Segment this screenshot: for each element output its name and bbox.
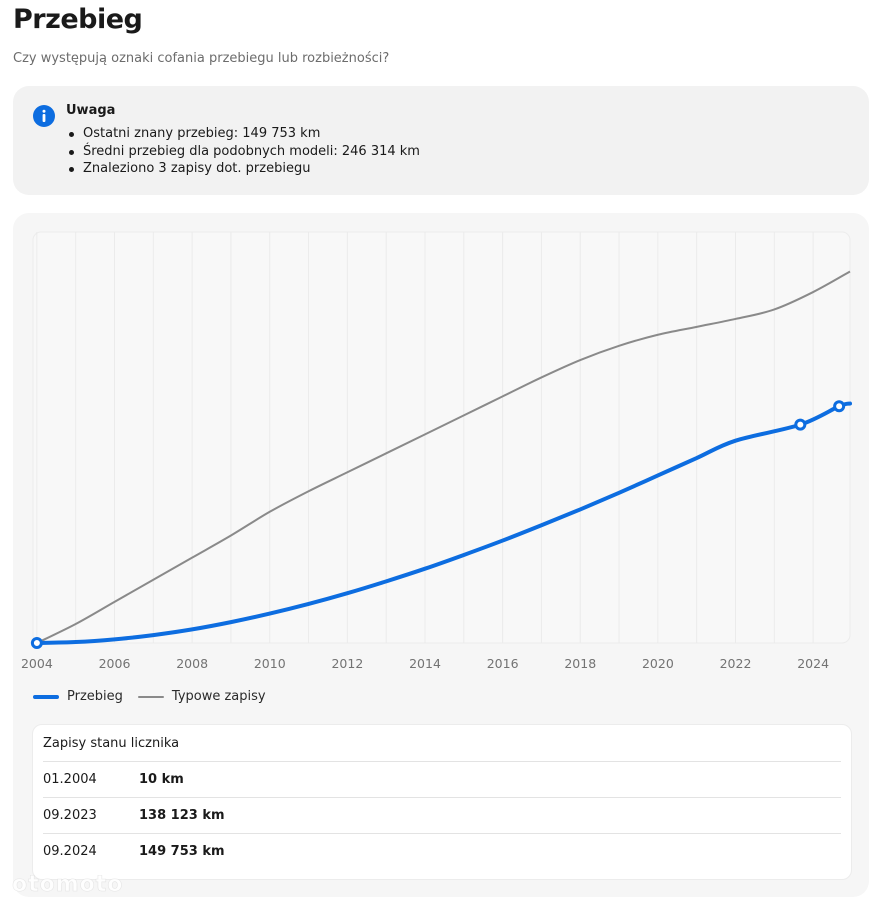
plot-area xyxy=(32,231,851,644)
x-tick-label: 2024 xyxy=(797,656,829,671)
mileage-notice: Uwaga Ostatni znany przebieg: 149 753 km… xyxy=(13,86,869,195)
x-tick-label: 2010 xyxy=(254,656,286,671)
watermark-logo: otomoto xyxy=(12,872,124,898)
series-line-typowe-zapisy xyxy=(36,270,851,644)
table-row: 09.2023 138 123 km xyxy=(43,797,841,834)
odometer-records: Zapisy stanu licznika 01.2004 10 km 09.2… xyxy=(32,724,852,880)
notice-item-records-found: Znaleziono 3 zapisy dot. przebiegu xyxy=(66,160,420,178)
page-subtitle: Czy występują oznaki cofania przebiegu l… xyxy=(13,51,390,66)
series-line-przebieg xyxy=(34,401,852,645)
info-icon xyxy=(33,105,55,127)
notice-item-average-mileage: Średni przebieg dla podobnych modeli: 24… xyxy=(66,143,420,161)
record-date: 09.2024 xyxy=(43,844,97,859)
legend-label-typowe: Typowe zapisy xyxy=(171,689,266,704)
table-row: 01.2004 10 km xyxy=(43,761,841,798)
page-title: Przebieg xyxy=(13,4,143,35)
legend-item-typowe[interactable]: Typowe zapisy xyxy=(137,689,266,704)
notice-item-last-mileage: Ostatni znany przebieg: 149 753 km xyxy=(66,125,420,143)
x-tick-label: 2014 xyxy=(409,656,441,671)
record-date: 09.2023 xyxy=(43,808,97,823)
x-tick-label: 2012 xyxy=(331,656,363,671)
records-title: Zapisy stanu licznika xyxy=(43,736,180,751)
mileage-chart: 2004 2006 2008 2010 2012 2014 2016 2018 2020 2022… xyxy=(21,231,852,671)
record-value: 149 753 km xyxy=(139,844,225,859)
record-date: 01.2004 xyxy=(43,772,97,787)
notice-title: Uwaga xyxy=(66,103,116,118)
legend-label-przebieg: Przebieg xyxy=(67,689,123,704)
x-tick-label: 2004 xyxy=(21,656,53,671)
record-value: 10 km xyxy=(139,772,184,787)
data-point-przebieg xyxy=(833,400,846,413)
data-point-przebieg xyxy=(30,636,43,649)
x-tick-label: 2016 xyxy=(487,656,519,671)
x-tick-label: 2018 xyxy=(564,656,596,671)
x-tick-label: 2020 xyxy=(642,656,674,671)
x-tick-label: 2006 xyxy=(99,656,131,671)
record-value: 138 123 km xyxy=(139,808,225,823)
data-point-przebieg xyxy=(794,418,807,431)
mileage-chart-panel: 2004 2006 2008 2010 2012 2014 2016 2018 2020 2022… xyxy=(13,213,869,897)
legend-swatch-typowe xyxy=(137,695,164,698)
notice-list: Ostatni znany przebieg: 149 753 km Średn… xyxy=(66,125,420,178)
chart-legend: Przebieg Typowe zapisy xyxy=(33,689,281,704)
x-tick-label: 2022 xyxy=(720,656,752,671)
legend-swatch-przebieg xyxy=(33,694,59,699)
legend-item-przebieg[interactable]: Przebieg xyxy=(33,689,123,704)
x-tick-label: 2008 xyxy=(176,656,208,671)
table-row: 09.2024 149 753 km xyxy=(43,833,841,870)
